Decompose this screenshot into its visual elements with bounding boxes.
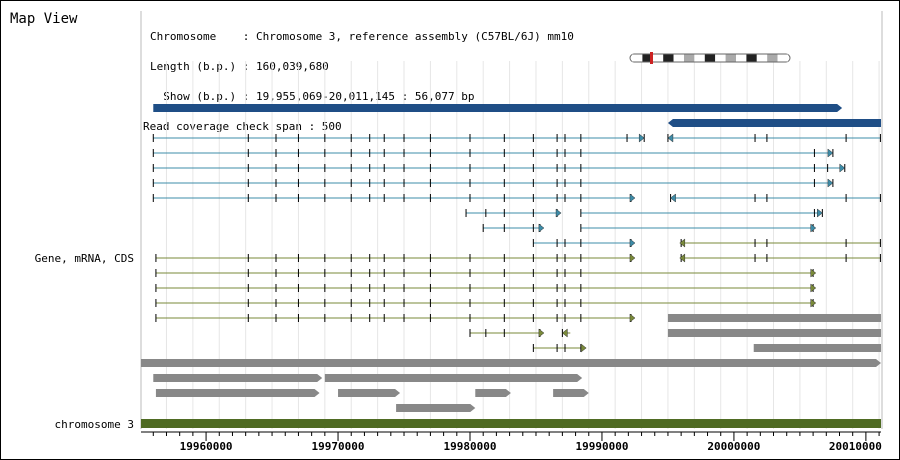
mrna-arrow xyxy=(670,193,676,203)
ideogram-band xyxy=(736,54,747,62)
mrna-arrow xyxy=(667,133,674,143)
ideogram-band xyxy=(684,54,695,62)
feature-box xyxy=(155,389,320,397)
feature-box xyxy=(141,359,881,367)
ideogram-band xyxy=(767,54,778,62)
ideogram-position-marker xyxy=(650,52,653,64)
grid-lines xyxy=(140,11,883,429)
ruler-tick-label: 19990000 xyxy=(575,440,628,453)
ideogram-band xyxy=(673,54,684,62)
ideogram-band xyxy=(725,54,736,62)
ideogram-band xyxy=(642,54,653,62)
cds-arrow xyxy=(679,238,686,248)
ruler-tick-label: 19980000 xyxy=(444,440,497,453)
mrna-arrow xyxy=(538,223,545,233)
ideogram-band xyxy=(777,54,788,62)
ruler-tick-label: 20010000 xyxy=(829,440,882,453)
feature-box xyxy=(475,389,511,397)
cds-arrow xyxy=(810,283,817,293)
feature-box xyxy=(553,389,589,397)
coverage-info: Read coverage check span : 500 xyxy=(143,120,342,133)
panel-title: Map View xyxy=(10,11,78,27)
cds-arrow xyxy=(561,328,568,338)
ruler-tick-label: 19970000 xyxy=(312,440,365,453)
gene-bar xyxy=(153,104,843,112)
ideogram-band xyxy=(746,54,757,62)
feature-box xyxy=(338,389,401,397)
cds-arrow xyxy=(810,298,817,308)
cds-arrow xyxy=(629,253,636,263)
ideogram-band xyxy=(652,54,664,62)
mrna-arrow xyxy=(839,163,846,173)
cds-arrow xyxy=(810,268,817,278)
feature-tracks xyxy=(141,104,881,428)
ideogram-band xyxy=(632,54,643,62)
mrna-arrow xyxy=(827,148,834,158)
chromosome-track-label: chromosome 3 xyxy=(54,418,134,431)
position-ruler: 19960000 19970000 19980000 19990000 20000000… xyxy=(141,431,882,453)
mrna-arrow xyxy=(629,193,636,203)
chromosome-ideogram[interactable] xyxy=(629,52,791,64)
ruler-tick-label: 20000000 xyxy=(707,440,760,453)
chromosome-info: Chromosome : Chromosome 3, reference ass… xyxy=(150,30,574,43)
ideogram-band xyxy=(756,54,768,62)
feature-box xyxy=(153,374,323,382)
gene-bar xyxy=(667,119,881,127)
mrna-arrow xyxy=(555,208,562,218)
chromosome-bar xyxy=(141,419,881,428)
mrna-arrow xyxy=(827,178,834,188)
ideogram-band xyxy=(663,54,674,62)
feature-box xyxy=(667,314,881,322)
feature-box xyxy=(667,329,881,337)
ideogram-band xyxy=(694,54,705,62)
ideogram-band xyxy=(715,54,726,62)
cds-arrow xyxy=(629,313,636,323)
mrna-arrow xyxy=(629,238,636,248)
feature-box xyxy=(396,404,476,412)
ideogram-band xyxy=(704,54,716,62)
mrna-arrow xyxy=(817,208,823,218)
cds-arrow xyxy=(679,253,686,263)
cds-arrow xyxy=(538,328,545,338)
gene-track-label: Gene, mRNA, CDS xyxy=(34,252,134,265)
cds-arrow xyxy=(580,343,587,353)
feature-box xyxy=(324,374,583,382)
feature-box xyxy=(753,344,881,352)
mrna-arrow xyxy=(638,133,645,143)
ruler-tick-label: 19960000 xyxy=(180,440,233,453)
mrna-arrow xyxy=(810,223,817,233)
